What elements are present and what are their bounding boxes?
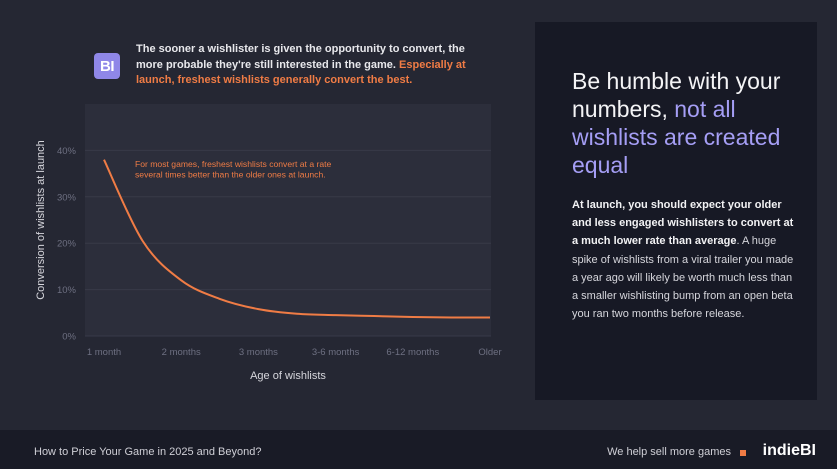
side-panel: Be humble with your numbers, not all wis… [535,22,817,400]
y-tick-label: 10% [57,285,77,296]
y-tick-label: 30% [57,192,77,203]
panel-headline: Be humble with your numbers, not all wis… [572,67,802,179]
indiebi-logo-icon: BI [94,53,120,79]
intro-highlight: Especially at launch, freshest wishlists… [136,58,466,87]
x-tick-label: 6-12 months [386,347,439,358]
plot-area [85,104,491,336]
body-bold: At launch, you should expect your older … [572,199,794,248]
y-tick-label: 40% [57,146,77,157]
intro-text: The sooner a wishlister is given the opp… [136,42,488,89]
panel-body: At launch, you should expect your older … [572,196,794,323]
x-tick-label: 2 months [162,347,201,358]
y-tick-label: 20% [57,239,77,250]
y-tick-label: 0% [62,332,76,343]
headline-accent: not all wishlists are created equal [572,96,781,178]
conversion-series-line [103,159,491,319]
x-tick-label: Older [478,347,501,358]
x-tick-label: 1 month [87,347,121,358]
headline-main: Be humble with your numbers, [572,68,781,122]
footer-square-icon [740,450,746,456]
footer-brand-logo: indieBI [762,442,816,459]
x-tick-label: 3-6 months [312,347,360,358]
body-rest: . A huge spike of wishlists from a viral… [572,235,794,321]
intro-main: The sooner a wishlister is given the opp… [136,43,465,71]
x-axis-label: Age of wishlists [250,370,326,382]
footer-title: How to Price Your Game in 2025 and Beyon… [34,446,262,458]
conversion-line-chart: 0% 10% 20% 30% 40% 1 month 2 months 3 months 3-6… [35,104,502,382]
footer-tagline: We help sell more games [607,446,731,458]
footer: How to Price Your Game in 2025 and Beyon… [0,430,837,469]
chart-annotation: several times better than the older ones… [135,170,326,180]
x-tick-label: 3 months [239,347,278,358]
chart-section: BI The sooner a wishlister is given the … [35,42,502,382]
y-axis-label: Conversion of wishlists at launch [35,140,47,300]
chart-annotation: For most games, freshest wishlists conve… [135,159,332,169]
